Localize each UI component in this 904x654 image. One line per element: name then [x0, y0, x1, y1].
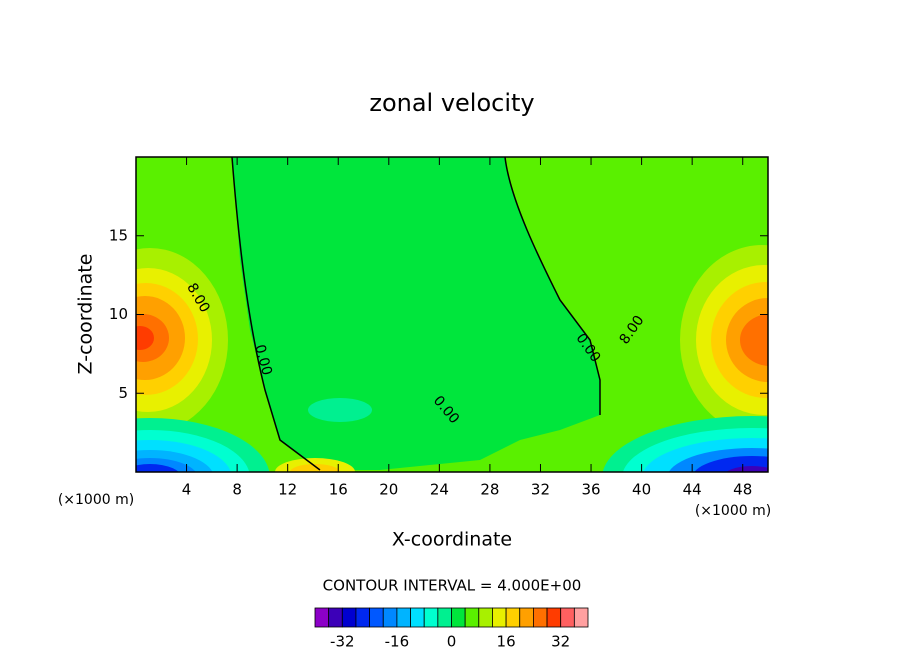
- colorbar-box: [328, 607, 343, 628]
- colorbar-box: [451, 607, 466, 628]
- x-tick-label: 16: [329, 481, 348, 499]
- colorbar-box: [533, 607, 548, 628]
- x-unit: (×1000 m): [58, 492, 134, 508]
- region: [740, 314, 768, 366]
- x-tick-label: 32: [531, 481, 550, 499]
- colorbar-box: [423, 607, 439, 628]
- colorbar-box: [341, 607, 357, 628]
- x-tick-label: 44: [683, 481, 702, 499]
- colorbar-tick-label: -16: [385, 633, 410, 651]
- x-axis-label: X-coordinate: [392, 529, 512, 551]
- colorbar-box: [410, 607, 425, 628]
- colorbar-box: [355, 607, 371, 628]
- region: [290, 464, 340, 472]
- x-tick-label: 4: [182, 481, 192, 499]
- colorbar-box: [519, 607, 534, 628]
- x-tick-label: 28: [480, 481, 499, 499]
- region: [136, 464, 179, 472]
- colorbar-box: [492, 607, 507, 628]
- contour-label: 0.00: [251, 343, 275, 377]
- contour-interval: CONTOUR INTERVAL = 4.000E+00: [323, 577, 582, 595]
- chart-title: zonal velocity: [369, 89, 534, 117]
- colorbar-box: [573, 607, 589, 628]
- colorbar-tick-label: 32: [551, 633, 570, 651]
- colorbar-tick-label: -32: [330, 633, 355, 651]
- y-tick-label: 5: [118, 384, 128, 402]
- y-tick-label: 10: [109, 305, 128, 323]
- colorbar-box: [437, 607, 452, 628]
- y-tick-label: 15: [109, 226, 128, 244]
- colorbar-box: [396, 607, 411, 628]
- region: [726, 466, 768, 472]
- region: [136, 326, 154, 350]
- region: [232, 157, 600, 470]
- x-tick-label: 24: [430, 481, 449, 499]
- x-tick-label: 8: [232, 481, 242, 499]
- colorbar-tick-label: 0: [447, 633, 457, 651]
- x-tick-label: 36: [581, 481, 600, 499]
- colorbar-box: [478, 607, 493, 628]
- contour-line: [231, 157, 601, 471]
- contour-field: [136, 157, 768, 472]
- x-unit: (×1000 m): [695, 503, 771, 519]
- colorbar-box: [314, 607, 330, 628]
- region: [308, 398, 372, 422]
- x-tick-label: 40: [632, 481, 651, 499]
- x-tick-label: 12: [278, 481, 297, 499]
- colorbar-box: [464, 607, 480, 628]
- x-tick-label: 48: [733, 481, 752, 499]
- colorbar-box: [369, 607, 384, 628]
- colorbar-box: [505, 607, 521, 628]
- colorbar-box: [560, 607, 575, 628]
- colorbar-tick-label: 16: [497, 633, 516, 651]
- colorbar-box: [546, 607, 562, 628]
- x-tick-label: 20: [379, 481, 398, 499]
- colorbar-box: [382, 607, 398, 628]
- y-axis-label: Z-coordinate: [75, 254, 97, 375]
